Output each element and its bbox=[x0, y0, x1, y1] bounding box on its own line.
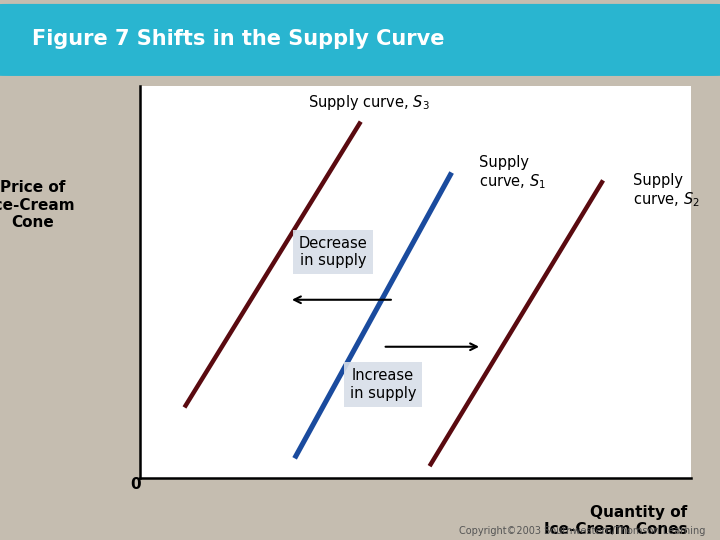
Text: Supply
curve, $S_2$: Supply curve, $S_2$ bbox=[634, 173, 701, 209]
Text: Price of
Ice-Cream
Cone: Price of Ice-Cream Cone bbox=[0, 180, 76, 230]
Text: Increase
in supply: Increase in supply bbox=[349, 368, 416, 401]
Text: Copyright©2003 Southwestern/Thomson Learning: Copyright©2003 Southwestern/Thomson Lear… bbox=[459, 525, 706, 536]
Text: Quantity of
Ice-Cream Cones: Quantity of Ice-Cream Cones bbox=[544, 505, 688, 537]
Text: Supply curve, $S_3$: Supply curve, $S_3$ bbox=[308, 93, 430, 112]
Text: Decrease
in supply: Decrease in supply bbox=[299, 236, 367, 268]
Text: Figure 7 Shifts in the Supply Curve: Figure 7 Shifts in the Supply Curve bbox=[32, 29, 445, 49]
Text: Supply
curve, $S_1$: Supply curve, $S_1$ bbox=[479, 155, 546, 191]
Text: 0: 0 bbox=[130, 477, 140, 492]
FancyBboxPatch shape bbox=[0, 4, 720, 76]
